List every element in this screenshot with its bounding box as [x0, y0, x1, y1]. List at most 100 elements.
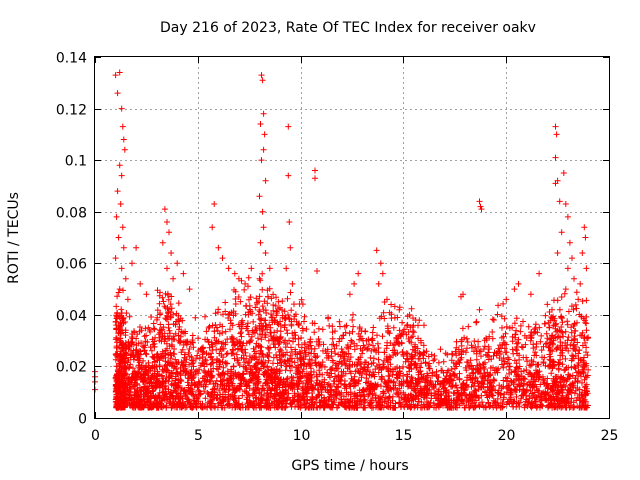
data-point — [349, 317, 355, 323]
data-point — [565, 265, 571, 271]
data-point — [220, 255, 226, 261]
data-point — [142, 333, 148, 339]
data-point — [355, 271, 361, 277]
y-axis-title: ROTI / TECUs — [6, 192, 22, 284]
data-point — [137, 324, 143, 330]
data-point — [454, 339, 460, 345]
data-point — [350, 324, 356, 330]
data-point — [257, 277, 263, 283]
data-point — [257, 316, 263, 322]
data-point — [248, 265, 254, 271]
data-point — [288, 307, 294, 313]
data-point — [287, 245, 293, 251]
data-point — [516, 281, 522, 287]
data-point — [565, 214, 571, 220]
x-axis-title: GPS time / hours — [291, 458, 408, 474]
data-point — [465, 324, 471, 330]
data-point — [170, 276, 176, 282]
data-point — [223, 351, 229, 357]
data-point — [226, 265, 232, 271]
data-point — [347, 291, 353, 297]
data-point — [195, 335, 201, 341]
data-point — [259, 72, 265, 78]
data-point — [356, 337, 362, 343]
data-point — [585, 334, 591, 340]
data-point — [561, 170, 567, 176]
data-point — [127, 314, 133, 320]
data-point — [237, 331, 243, 337]
data-point — [443, 350, 449, 356]
data-point — [331, 378, 337, 384]
data-point — [491, 317, 497, 323]
data-point — [553, 124, 559, 130]
data-point — [121, 245, 127, 251]
data-point — [192, 315, 198, 321]
data-point — [129, 260, 135, 266]
data-point — [499, 325, 505, 331]
data-point — [285, 173, 291, 179]
data-point — [123, 310, 129, 316]
data-point — [555, 250, 561, 256]
data-point — [376, 281, 382, 287]
data-point — [444, 352, 450, 358]
data-point — [576, 347, 582, 353]
data-point — [560, 319, 566, 325]
data-point — [176, 300, 182, 306]
data-point — [312, 175, 318, 181]
data-point — [563, 201, 569, 207]
data-point — [562, 356, 568, 362]
data-point — [436, 360, 442, 366]
data-point — [503, 296, 509, 302]
data-point — [441, 359, 447, 365]
data-point — [263, 178, 269, 184]
data-point — [517, 329, 523, 335]
data-point — [348, 338, 354, 344]
data-point — [174, 260, 180, 266]
data-point — [316, 326, 322, 332]
data-point — [312, 346, 318, 352]
data-point — [438, 346, 444, 352]
data-point — [225, 350, 231, 356]
data-point — [431, 353, 437, 359]
data-point — [581, 224, 587, 230]
data-point — [579, 250, 585, 256]
data-point — [574, 289, 580, 295]
data-point — [300, 301, 306, 307]
x-tick-label: 5 — [194, 428, 203, 444]
data-point — [143, 333, 149, 339]
data-point — [114, 214, 120, 220]
data-point — [121, 137, 127, 143]
data-point — [298, 335, 304, 341]
data-point — [113, 303, 119, 309]
data-point — [116, 235, 122, 241]
data-point — [374, 332, 380, 338]
data-point — [557, 307, 563, 313]
data-point — [283, 265, 289, 271]
data-point — [474, 319, 480, 325]
data-point — [296, 342, 302, 348]
y-tick-label: 0.1 — [65, 154, 87, 170]
data-point — [477, 198, 483, 204]
y-tick-label: 0.12 — [56, 103, 87, 119]
data-point — [209, 224, 215, 230]
data-point — [551, 297, 557, 303]
data-point — [122, 147, 128, 153]
data-point — [314, 268, 320, 274]
data-point — [558, 314, 564, 320]
data-point — [477, 307, 483, 313]
data-point — [526, 324, 532, 330]
data-point — [278, 328, 284, 334]
y-tick-label: 0.06 — [56, 257, 87, 273]
data-point — [241, 287, 247, 293]
data-point — [120, 124, 126, 130]
data-point — [331, 341, 337, 347]
data-point — [190, 333, 196, 339]
data-point — [582, 235, 588, 241]
data-point — [567, 240, 573, 246]
data-point — [369, 337, 375, 343]
data-point — [409, 306, 415, 312]
data-point — [311, 329, 317, 335]
data-point — [232, 271, 238, 277]
data-point — [170, 336, 176, 342]
data-point — [376, 357, 382, 363]
